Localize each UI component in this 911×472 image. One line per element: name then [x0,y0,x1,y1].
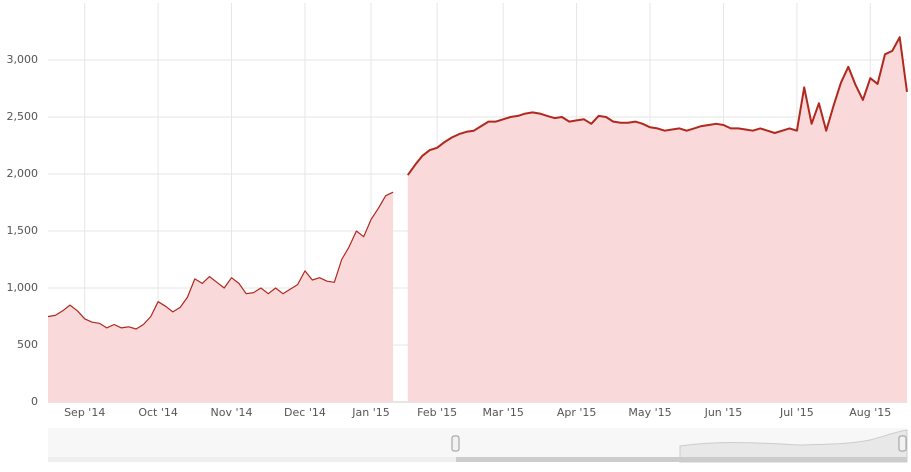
x-tick-label: Sep '14 [64,406,105,419]
y-tick-label: 0 [31,395,38,408]
navigator-handle[interactable] [451,435,460,452]
x-tick-label: May '15 [628,406,671,419]
plot: 0 500 1,000 1,500 2,000 2,500 3,000 Sep '14 Oct … [7,3,908,419]
line [406,36,908,176]
x-tick-label: Mar '15 [483,406,524,419]
x-tick-label: Apr '15 [557,406,597,419]
x-tick-label: Aug '15 [849,406,891,419]
y-tick-label: 1,000 [7,281,39,294]
navigator [48,428,908,463]
x-tick-label: Oct '14 [138,406,178,419]
area [407,37,907,402]
navigator-handle[interactable] [898,435,907,452]
y-tick-label: 1,500 [7,224,39,237]
x-tick-label: Jul '15 [779,406,814,419]
line [47,191,394,330]
y-tick-label: 500 [17,338,38,351]
area [48,192,394,402]
y-tick-label: 2,500 [7,110,39,123]
x-tick-label: Jun '15 [704,406,743,419]
y-tick-label: 3,000 [7,53,39,66]
x-tick-label: Dec '14 [284,406,326,419]
x-tick-label: Jan '15 [351,406,389,419]
y-tick-label: 2,000 [7,167,39,180]
x-tick-label: Nov '14 [211,406,253,419]
x-tick-label: Feb '15 [417,406,457,419]
scrollbar-thumb[interactable] [456,457,907,462]
navigator-series [679,429,908,463]
